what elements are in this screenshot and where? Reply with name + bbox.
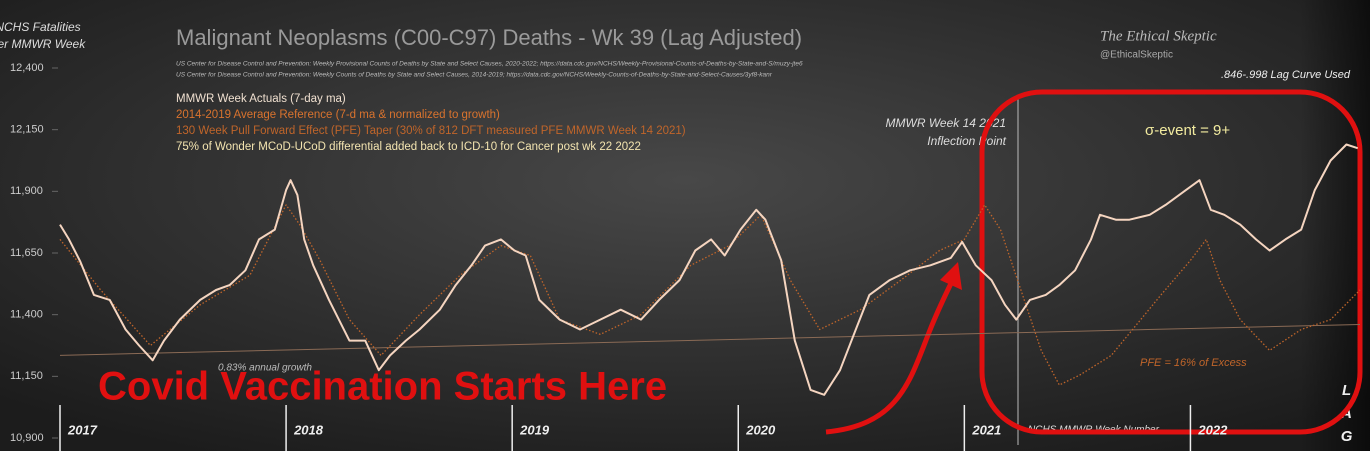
y-label: NCHS Fatalities bbox=[0, 20, 81, 34]
highlight-ring bbox=[979, 89, 1363, 435]
x-tick-label: 2019 bbox=[519, 422, 550, 437]
source: US Center for Disease Control and Preven… bbox=[176, 61, 803, 68]
chart-title: Malignant Neoplasms (C00-C97) Deaths - W… bbox=[176, 25, 802, 50]
source: US Center for Disease Control and Preven… bbox=[176, 72, 773, 79]
x-tick-label: 2020 bbox=[745, 422, 776, 437]
lag-note: .846-.998 Lag Curve Used bbox=[1221, 69, 1351, 81]
inflection-label: MMWR Week 14 2021 bbox=[886, 116, 1007, 130]
legend-note: 130 Week Pull Forward Effect (PFE) Taper… bbox=[176, 125, 686, 137]
y-tick-label: 12,150 bbox=[10, 124, 44, 136]
y-tick-label: 11,900 bbox=[10, 185, 43, 197]
x-tick-label: 2021 bbox=[971, 422, 1001, 437]
arrow-head bbox=[940, 262, 962, 290]
y-tick-label: 12,400 bbox=[10, 62, 44, 74]
callout: Covid Vaccination Starts Here bbox=[98, 365, 667, 409]
x-tick-label: 2022 bbox=[1197, 422, 1228, 437]
y-tick-label: 11,400 bbox=[10, 309, 43, 321]
sigma-label: σ-event = 9+ bbox=[1145, 122, 1230, 139]
y-tick-label: 11,150 bbox=[10, 370, 43, 382]
plot: 10,900 11,150 11,400 11,650 11,900 12,150 12,4… bbox=[10, 62, 1361, 451]
y-label: per MMWR Week bbox=[0, 37, 86, 51]
series-line bbox=[59, 143, 1359, 396]
legend-entry: 2014-2019 Average Reference (7-d ma & no… bbox=[176, 109, 500, 121]
legend-entry: MMWR Week Actuals (7-day ma) bbox=[176, 93, 346, 105]
y-tick-label: 11,650 bbox=[10, 247, 43, 259]
legend-note: 75% of Wonder MCoD-UCoD differential add… bbox=[176, 141, 641, 153]
arrow bbox=[825, 273, 958, 435]
brand-handle: @EthicalSkeptic bbox=[1100, 50, 1173, 61]
trend-line bbox=[59, 324, 1361, 356]
trend-label: 0.83% annual growth bbox=[218, 363, 312, 374]
lag-label: LAG bbox=[1338, 382, 1355, 451]
series-line bbox=[59, 204, 1361, 386]
x-tick-label: 2017 bbox=[67, 422, 98, 437]
y-tick-label: 10,900 bbox=[10, 432, 44, 444]
inflection-label: Inflection Point bbox=[927, 134, 1006, 148]
x-tick-label: 2018 bbox=[293, 422, 324, 437]
pfe-label: PFE = 16% of Excess bbox=[1140, 357, 1247, 369]
brand: The Ethical Skeptic bbox=[1100, 28, 1217, 44]
